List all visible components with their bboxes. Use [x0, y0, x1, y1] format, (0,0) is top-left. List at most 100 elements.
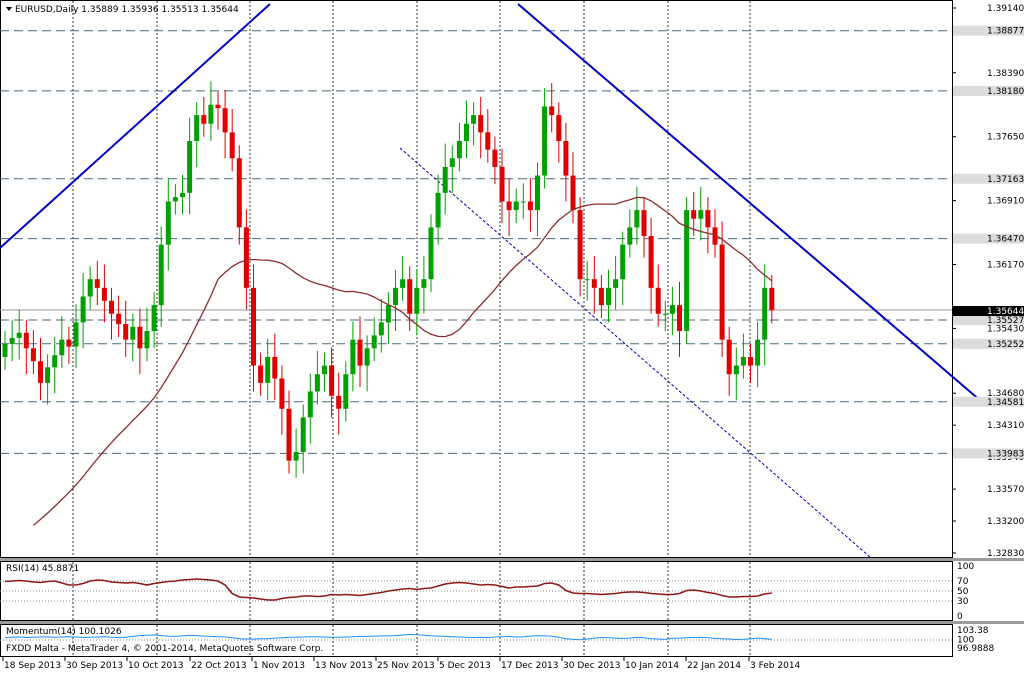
- panel-separator-2[interactable]: [0, 621, 1024, 624]
- candle-body-58: [414, 287, 420, 314]
- candle-body-8: [59, 339, 65, 356]
- panel-separator-1[interactable]: [0, 558, 1024, 561]
- candle-body-77: [549, 106, 555, 116]
- candle-body-13: [94, 279, 100, 288]
- level-tag-text-2: 1.37163: [987, 175, 1024, 185]
- price-tick-label-7: 1.34310: [987, 421, 1024, 431]
- candle-body-6: [45, 367, 51, 383]
- price-tick-label-0: 1.39140: [987, 4, 1024, 14]
- candle-body-7: [52, 355, 58, 368]
- candle-body-37: [265, 356, 271, 383]
- candle-body-108: [769, 287, 775, 311]
- candle-body-94: [669, 305, 675, 314]
- candle-body-51: [364, 348, 370, 366]
- candle-body-102: [726, 339, 732, 375]
- candle-body-34: [243, 227, 249, 288]
- candle-body-107: [762, 287, 768, 340]
- candle-body-106: [755, 339, 761, 366]
- candle-body-99: [705, 210, 711, 228]
- candle-body-35: [251, 287, 256, 366]
- dropdown-triangle-icon[interactable]: [6, 7, 12, 11]
- candle-body-52: [371, 335, 377, 349]
- candle-body-30: [215, 104, 221, 109]
- candle-body-33: [236, 158, 242, 228]
- candle-body-11: [80, 296, 86, 323]
- candle-body-83: [591, 279, 597, 288]
- candle-body-69: [492, 149, 498, 167]
- candle-body-5: [38, 361, 43, 383]
- candle-body-76: [542, 106, 548, 176]
- candle-body-27: [194, 115, 200, 142]
- copyright-text: FXDD Malta - MetaTrader 4, © 2001-2014, …: [6, 644, 323, 654]
- price-tick-label-1: 1.38390: [987, 69, 1024, 79]
- candle-body-59: [421, 279, 427, 288]
- rsi-tick-label-1: 70: [957, 577, 969, 587]
- candle-body-39: [279, 378, 285, 409]
- time-tick-label-5: 13 Nov 2013: [315, 661, 373, 671]
- candle-body-65: [464, 123, 469, 142]
- candle-body-23: [165, 201, 171, 245]
- price-axis: 1.39140 1.38390 1.37650 1.36910 1.36170 1.354…: [952, 4, 1024, 559]
- candle-body-0: [2, 343, 8, 357]
- candle-body-82: [584, 279, 590, 281]
- candle-body-95: [677, 305, 682, 332]
- rsi-line: [4, 578, 772, 601]
- candle-body-71: [506, 201, 512, 211]
- candle-body-75: [535, 175, 540, 211]
- level-tag-text-1: 1.38180: [987, 87, 1024, 97]
- candle-body-56: [400, 279, 406, 288]
- candle-body-78: [556, 115, 562, 142]
- level-tag-text-5: 1.35252: [987, 340, 1024, 350]
- level-tag-text-7: 1.33983: [987, 449, 1024, 459]
- time-tick-label-2: 10 Oct 2013: [128, 661, 184, 671]
- price-tick-label-3: 1.36910: [987, 197, 1024, 207]
- candle-body-36: [258, 365, 264, 383]
- price-tick-label-9: 1.33570: [987, 485, 1024, 495]
- candle-body-3: [23, 332, 29, 349]
- main-panel-frame: [0, 0, 953, 558]
- candle-body-62: [442, 166, 448, 193]
- candle-body-18: [130, 326, 136, 340]
- candle-body-19: [137, 326, 143, 349]
- candle-body-67: [478, 115, 484, 133]
- level-tag-2: [953, 173, 1024, 184]
- level-tag-text-3: 1.36470: [987, 235, 1024, 245]
- candle-body-55: [393, 287, 398, 306]
- time-tick-label-7: 5 Dec 2013: [439, 661, 491, 671]
- candle-body-86: [613, 279, 619, 288]
- candle-body-87: [620, 244, 626, 280]
- horizontal-levels: [0, 30, 952, 454]
- candle-body-91: [648, 236, 654, 288]
- level-tag-1: [953, 85, 1024, 96]
- candle-body-80: [570, 175, 576, 211]
- level-tag-text-0: 1.38877: [987, 27, 1024, 37]
- candle-body-49: [350, 339, 356, 375]
- rsi-tick-label-4: 0: [957, 612, 963, 622]
- candle-body-50: [357, 339, 363, 366]
- level-tags: 1.38877 1.38180 1.37163 1.36470 1.35527 1.352…: [953, 25, 1024, 459]
- rsi-panel-frame: [0, 561, 953, 621]
- candle-body-22: [158, 244, 164, 306]
- time-tick-label-9: 30 Dec 2013: [563, 661, 621, 671]
- candle-body-85: [606, 287, 611, 306]
- rsi-header: RSI(14) 45.8871: [6, 564, 79, 574]
- momentum-line: [4, 633, 772, 641]
- momentum-header: Momentum(14) 100.1026: [6, 627, 122, 637]
- candle-body-29: [208, 104, 214, 124]
- candle-body-70: [499, 166, 505, 202]
- candle-body-45: [322, 365, 327, 375]
- candle-body-54: [385, 305, 391, 323]
- candle-body-10: [73, 322, 79, 347]
- price-tick-label-4: 1.36170: [987, 261, 1024, 271]
- symbol-header: EURUSD,Daily 1.35889 1.35936 1.35513 1.3…: [15, 5, 239, 15]
- trendline-upper-left: [0, 3, 271, 249]
- level-tag-5: [953, 338, 1024, 349]
- time-tick-label-10: 10 Jan 2014: [625, 661, 679, 671]
- candle-body-20: [144, 331, 150, 349]
- candle-body-103: [733, 365, 739, 375]
- candle-body-66: [471, 115, 477, 124]
- candle-body-46: [329, 365, 335, 396]
